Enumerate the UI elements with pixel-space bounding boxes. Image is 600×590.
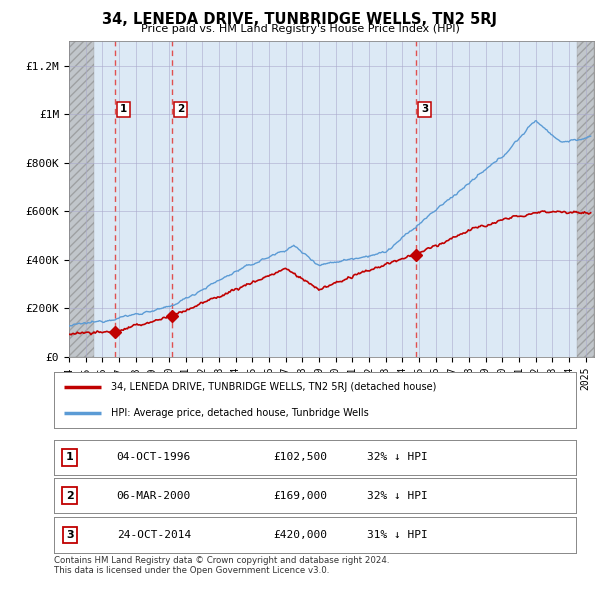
- Text: 34, LENEDA DRIVE, TUNBRIDGE WELLS, TN2 5RJ: 34, LENEDA DRIVE, TUNBRIDGE WELLS, TN2 5…: [103, 12, 497, 27]
- Text: 1: 1: [66, 453, 74, 462]
- Text: 1: 1: [120, 104, 127, 114]
- Text: 3: 3: [66, 530, 73, 540]
- Text: 31% ↓ HPI: 31% ↓ HPI: [367, 530, 428, 540]
- Text: 34, LENEDA DRIVE, TUNBRIDGE WELLS, TN2 5RJ (detached house): 34, LENEDA DRIVE, TUNBRIDGE WELLS, TN2 5…: [112, 382, 437, 392]
- Text: 24-OCT-2014: 24-OCT-2014: [116, 530, 191, 540]
- Text: 3: 3: [421, 104, 428, 114]
- Text: £420,000: £420,000: [273, 530, 327, 540]
- Text: 04-OCT-1996: 04-OCT-1996: [116, 453, 191, 462]
- Text: £169,000: £169,000: [273, 491, 327, 500]
- Text: 06-MAR-2000: 06-MAR-2000: [116, 491, 191, 500]
- Text: HPI: Average price, detached house, Tunbridge Wells: HPI: Average price, detached house, Tunb…: [112, 408, 369, 418]
- Bar: [577, 41, 594, 357]
- Text: £102,500: £102,500: [273, 453, 327, 462]
- Text: 32% ↓ HPI: 32% ↓ HPI: [367, 491, 428, 500]
- Text: 2: 2: [177, 104, 184, 114]
- Text: 2: 2: [66, 491, 74, 500]
- Bar: [69, 41, 94, 357]
- Text: 32% ↓ HPI: 32% ↓ HPI: [367, 453, 428, 462]
- Text: Price paid vs. HM Land Registry's House Price Index (HPI): Price paid vs. HM Land Registry's House …: [140, 24, 460, 34]
- Text: Contains HM Land Registry data © Crown copyright and database right 2024.
This d: Contains HM Land Registry data © Crown c…: [54, 556, 389, 575]
